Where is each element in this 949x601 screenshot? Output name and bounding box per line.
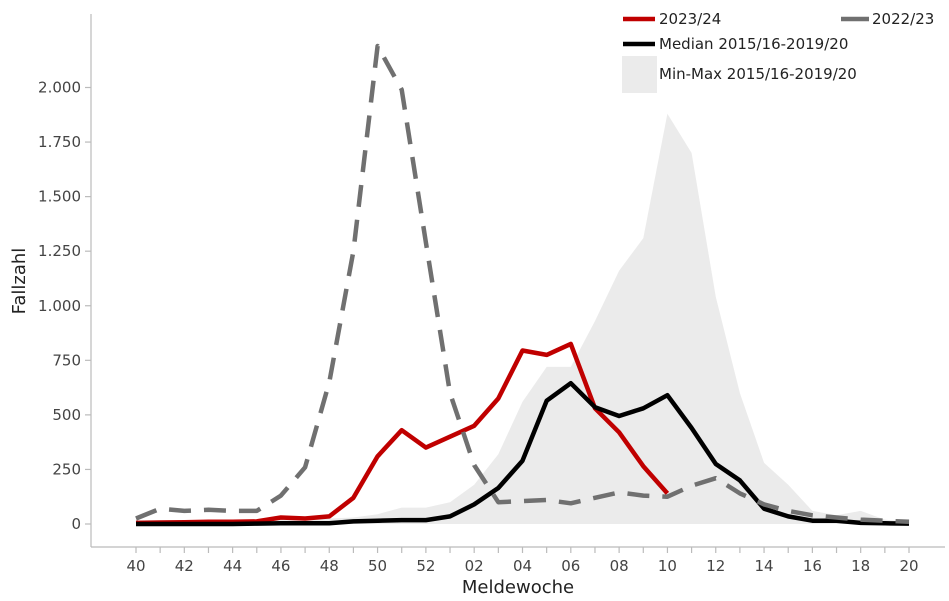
min-max-band (136, 113, 909, 524)
x-tick-label: 14 (755, 557, 774, 575)
legend-label-2022-23: 2022/23 (872, 10, 934, 28)
y-tick-label: 500 (52, 406, 81, 424)
x-tick-label: 50 (368, 557, 387, 575)
y-tick-label: 1.750 (38, 133, 81, 151)
y-tick-label: 1.500 (38, 188, 81, 206)
y-tick-label: 1.000 (38, 297, 81, 315)
x-tick-label: 52 (416, 557, 435, 575)
x-tick-label: 12 (706, 557, 725, 575)
legend: 2023/24 2022/23 Median 2015/16-2019/20 M… (622, 10, 934, 93)
min-max-band-layer (136, 113, 909, 524)
x-tick-label: 08 (610, 557, 629, 575)
x-tick-label: 40 (126, 557, 145, 575)
legend-swatch-min-max (622, 56, 657, 93)
axes (90, 14, 945, 548)
x-tick-label: 16 (803, 557, 822, 575)
series-line-median-2015-16-2019-20 (136, 380, 910, 527)
x-tick-label: 48 (320, 557, 339, 575)
x-tick-label: 02 (465, 557, 484, 575)
y-ticks: 0 250 500 750 1.000 1.250 1.500 1.750 2.000 (38, 79, 91, 533)
x-tick-label: 46 (271, 557, 290, 575)
x-tick-label: 04 (513, 557, 532, 575)
y-tick-label: 750 (52, 351, 81, 369)
legend-label-median: Median 2015/16-2019/20 (659, 35, 848, 53)
y-tick-label: 250 (52, 460, 81, 478)
x-tick-label: 18 (851, 557, 870, 575)
y-axis-title: Fallzahl (9, 248, 30, 315)
y-tick-label: 0 (71, 515, 81, 533)
x-tick-label: 42 (175, 557, 194, 575)
series-layer (135, 43, 910, 527)
x-tick-label: 10 (658, 557, 677, 575)
x-tick-label: 44 (223, 557, 242, 575)
legend-label-2023-24: 2023/24 (659, 10, 721, 28)
x-tick-label: 06 (561, 557, 580, 575)
x-ticks: 40 42 44 46 48 50 52 02 04 06 08 10 12 14 16 18 20 (126, 547, 919, 575)
y-tick-label: 2.000 (38, 79, 81, 97)
y-tick-label: 1.250 (38, 242, 81, 260)
legend-label-min-max: Min-Max 2015/16-2019/20 (659, 65, 857, 83)
x-tick-label: 20 (899, 557, 918, 575)
x-axis-title: Meldewoche (462, 577, 574, 598)
